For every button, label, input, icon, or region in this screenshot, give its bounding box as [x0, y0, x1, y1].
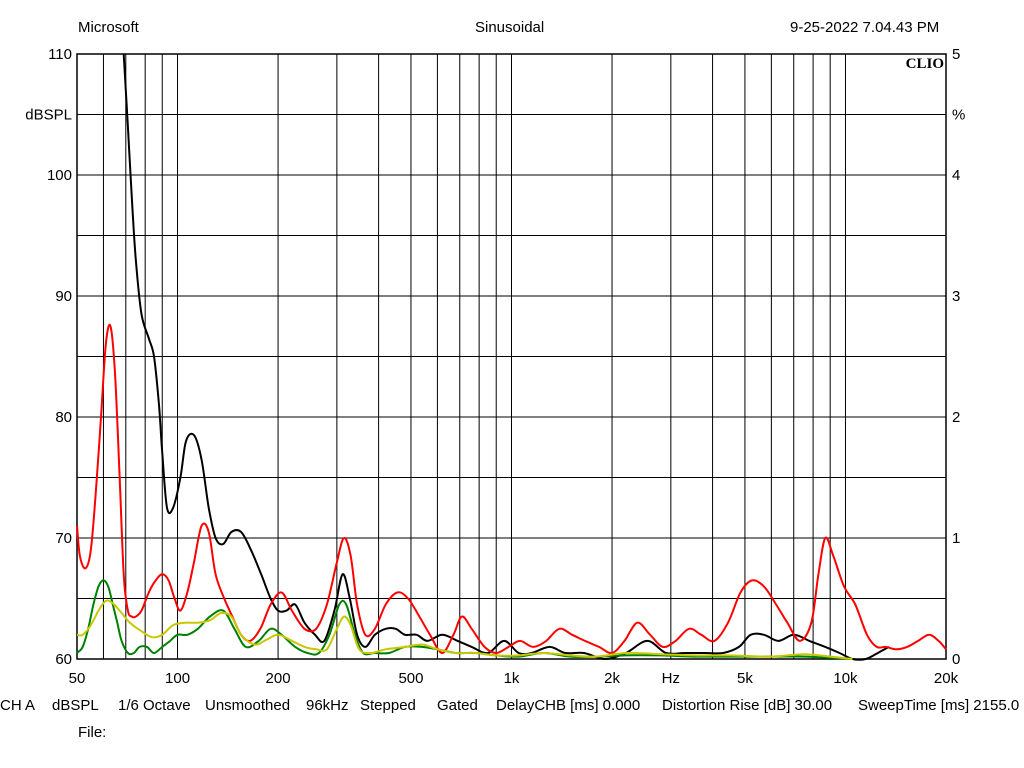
series-line-1	[76, 323, 947, 655]
chart-series	[76, 53, 947, 661]
x-tick-label: Hz	[662, 670, 680, 687]
x-tick-label: 200	[266, 670, 291, 687]
x-tick-label: 20k	[934, 670, 959, 687]
footer-setting: SweepTime [ms] 2155.0	[858, 697, 1020, 714]
y-left-tick-label: 90	[55, 288, 72, 305]
x-tick-label: 5k	[737, 670, 753, 687]
y-left-tick-label: 60	[55, 651, 72, 668]
y-left-tick-label: 100	[47, 167, 72, 184]
y-left-axis-label: dBSPL	[25, 107, 72, 124]
x-tick-label: 10k	[833, 670, 858, 687]
chart: 60 70 80 90 100 110 dBSPL 0 1 2 3 4 5% 50 100 200 500 1k 2…	[25, 46, 965, 687]
series-line-0	[122, 53, 890, 661]
y-right-axis-label: %	[952, 107, 965, 124]
x-tick-label: 2k	[604, 670, 620, 687]
footer-setting: Distortion Rise [dB] 30.00	[662, 697, 833, 714]
y-right-tick-label: 4	[952, 167, 960, 184]
footer-setting: Gated	[437, 697, 478, 714]
footer-setting: DelayCHB [ms] 0.000	[496, 697, 641, 714]
plot-frame	[76, 53, 947, 660]
y-left-tick-label: 70	[55, 530, 72, 547]
file-label: File:	[78, 724, 107, 741]
footer-setting: Unsmoothed	[205, 697, 291, 714]
footer-setting: 96kHz	[306, 697, 349, 714]
series-line-2	[76, 579, 853, 660]
header-center: Sinusoidal	[475, 19, 545, 36]
footer-setting: dBSPL	[52, 697, 99, 714]
y-left-tick-label: 80	[55, 409, 72, 426]
header-right: 9-25-2022 7.04.43 PM	[790, 19, 940, 36]
x-tick-label: 100	[165, 670, 190, 687]
series-line-3	[76, 599, 853, 660]
chart-labels: 60 70 80 90 100 110 dBSPL 0 1 2 3 4 5% 50 100 200 500 1k 2…	[25, 46, 965, 687]
y-right-tick-label: 3	[952, 288, 960, 305]
chart-grid	[76, 53, 947, 660]
x-tick-label: 1k	[504, 670, 520, 687]
y-right-tick-label: 0	[952, 651, 960, 668]
x-tick-label: 50	[69, 670, 86, 687]
y-right-tick-label: 5	[952, 46, 960, 63]
x-tick-label: 500	[398, 670, 423, 687]
y-left-tick-label: 110	[48, 46, 72, 63]
footer-setting: Stepped	[360, 697, 416, 714]
footer-setting: CH A	[0, 697, 36, 714]
clio-logo: CLIO	[906, 56, 944, 72]
footer-setting: 1/6 Octave	[118, 697, 191, 714]
y-right-tick-label: 2	[952, 409, 960, 426]
header-left: Microsoft	[78, 19, 139, 36]
y-right-tick-label: 1	[952, 530, 960, 547]
